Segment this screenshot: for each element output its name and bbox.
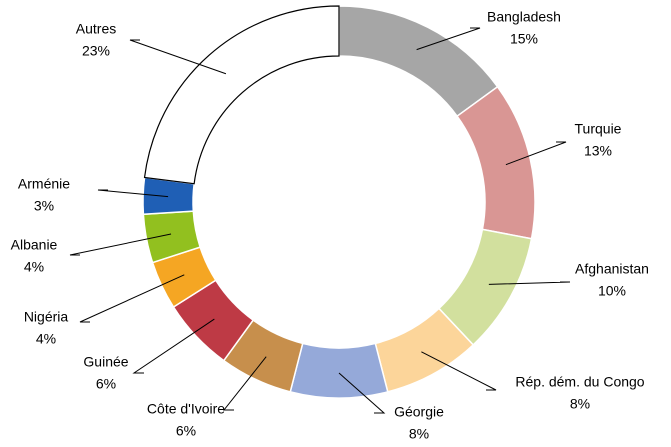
leader-line [97,189,169,198]
leader-line [79,274,185,323]
leader-line [421,351,497,391]
slice-label: Rép. dém. du Congo [515,374,644,390]
donut-segment [143,5,340,185]
slice-value: 3% [34,198,54,214]
slice-value: 23% [82,43,110,59]
leader-line [132,318,215,374]
slice-value: 4% [24,259,44,275]
slice-label: Arménie [18,176,70,192]
slice-value: 4% [36,331,56,347]
leader-line [69,233,172,256]
leader-line [416,27,481,51]
slice-label: Turquie [575,121,622,137]
leader-line [505,141,567,166]
slice-label: Géorgie [394,404,444,420]
leader-line [129,39,227,75]
slice-label: Autres [76,21,116,37]
slice-label: Côte d'Ivoire [147,401,225,417]
slice-value: 13% [584,143,612,159]
slice-label: Bangladesh [487,9,561,25]
slice-value: 15% [510,31,538,47]
slice-value: 6% [96,376,116,392]
slice-value: 10% [598,283,626,299]
donut-segment [338,5,499,118]
slice-label: Albanie [11,237,58,253]
leader-line [488,281,571,285]
slice-value: 8% [570,396,590,412]
slice-value: 6% [176,423,196,439]
donut-segment [456,85,536,240]
leader-line [338,372,386,414]
slice-label: Nigéria [24,309,69,325]
donut-segment [289,342,389,399]
leader-line [222,356,267,411]
slice-label: Guinée [83,354,128,370]
slice-value: 8% [409,426,429,442]
slice-label: Afghanistan [575,261,649,277]
